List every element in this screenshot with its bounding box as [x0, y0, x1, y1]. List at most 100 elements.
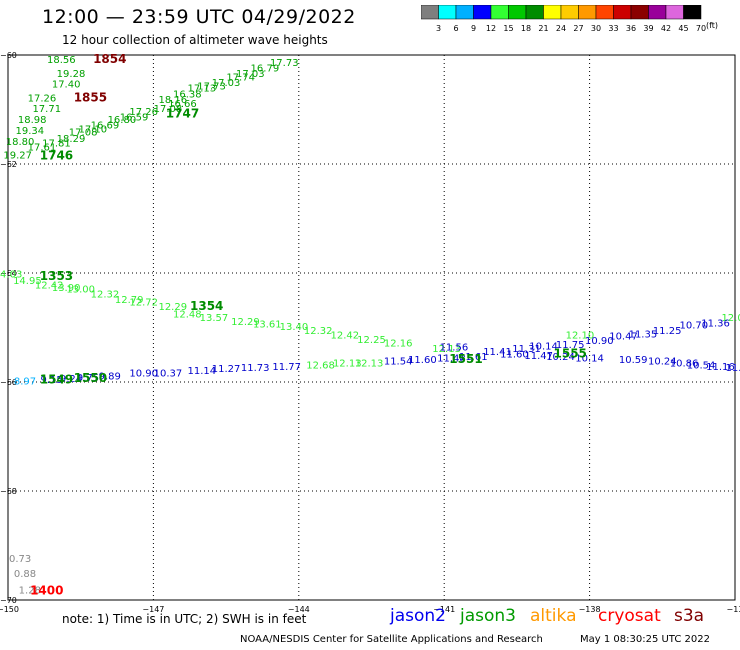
wave-height-label: 9.24 [60, 374, 82, 385]
wave-height-label: 11.73 [241, 363, 270, 374]
wave-height-label: 11.54 [384, 357, 413, 368]
wave-height-label: 11.41 [483, 347, 512, 358]
wave-height-label: 11.48 [437, 353, 466, 364]
wave-height-label: 12.32 [91, 290, 120, 301]
wave-height-label: 12.32 [304, 326, 333, 337]
wave-height-label: 13.90 [52, 283, 81, 294]
wave-height-label: 16.79 [251, 63, 280, 74]
legend-altika: altika [530, 606, 577, 626]
wave-height-label: 10.90 [585, 336, 614, 347]
wave-height-label: 13.61 [253, 320, 282, 331]
wave-height-label: 17.40 [52, 80, 81, 91]
wave-height-label: 16.38 [173, 90, 202, 101]
wave-height-label: 12.25 [357, 335, 386, 346]
pass-time-label: 1354 [190, 299, 223, 313]
generation-timestamp: May 1 08:30:25 UTC 2022 [580, 634, 710, 645]
wave-height-label: 17.10 [78, 124, 107, 135]
wave-height-label: 12.13 [432, 344, 461, 355]
chart-subtitle: 12 hour collection of altimeter wave hei… [62, 33, 328, 47]
y-tick-label: −64 [0, 269, 17, 278]
chart-plot-area: −150 −147 −144 −141 −138 −13 −60 −62 −64 −66 −68 −7… [0, 51, 740, 612]
units-note: note: 1) Time is in UTC; 2) SWH is in fe… [62, 612, 307, 626]
wave-height-label: 17.73 [197, 81, 226, 92]
wave-height-label: 11.56 [440, 342, 469, 353]
wave-height-label: 18.16 [158, 95, 187, 106]
wave-height-label: 11.77 [272, 362, 301, 373]
wave-height-label: 11.35 [629, 329, 658, 340]
wave-height-label: 13.00 [66, 285, 95, 296]
wave-height-label: 11.75 [556, 340, 585, 351]
wave-height-label: 17.73 [270, 58, 299, 69]
pass-time-label: 1549 [40, 373, 73, 387]
pass-time-label: 1854 [93, 52, 126, 66]
x-tick-label: −147 [142, 605, 164, 612]
y-tick-label: −60 [0, 51, 17, 60]
wave-height-label: 11.60 [500, 349, 529, 360]
wave-height-label: 1.28 [19, 585, 41, 596]
wave-height-label: 12.42 [35, 280, 64, 291]
pass-time-label: 1747 [166, 107, 199, 121]
wave-height-label: 10.54 [687, 360, 716, 371]
pass-time-label: 1855 [74, 90, 107, 104]
wave-height-label: 11.25 [653, 326, 682, 337]
wave-height-label: 18.80 [6, 137, 35, 148]
color-scale-bar: 3 6 9 12 15 18 21 24 27 30 33 36 39 42 45 70 [421, 5, 706, 33]
colorbar-label: 70 [696, 24, 706, 33]
wave-height-label: 16.69 [91, 121, 120, 132]
wave-height-label: 10.90 [129, 369, 158, 380]
wave-height-label: 14.03 [0, 269, 22, 280]
wave-height-label: 17.61 [28, 142, 57, 153]
wave-height-label: 10.70 [679, 321, 708, 332]
wave-height-label: 0.88 [14, 569, 36, 580]
pass-time-label: 1400 [30, 584, 63, 598]
legend-cryosat: cryosat [598, 606, 661, 626]
colorbar-label: 36 [626, 24, 636, 33]
wave-height-label: 12.13 [333, 359, 362, 370]
wave-height-label: 18.29 [57, 134, 86, 145]
wave-height-label: 16.66 [168, 99, 197, 110]
wave-height-label: 9.89 [99, 371, 121, 382]
y-tick-label: −70 [0, 596, 17, 605]
pass-time-label: 1746 [40, 149, 73, 163]
x-tick-label: −13 [727, 605, 740, 612]
colorbar-label: 12 [486, 24, 496, 33]
legend-jason2: jason2 [390, 606, 446, 626]
wave-height-label: 17.81 [42, 139, 71, 150]
wave-height-label: 10.59 [619, 355, 648, 366]
x-tick-label: −150 [0, 605, 19, 612]
wave-height-label: 17.03 [236, 69, 265, 80]
wave-height-label: 17.71 [32, 104, 61, 115]
legend-s3a: s3a [674, 606, 705, 626]
colorbar-label: 27 [573, 24, 583, 33]
pass-time-label: 1555 [554, 346, 587, 360]
x-tick-label: −138 [579, 605, 601, 612]
wave-height-label: 12.16 [384, 339, 413, 350]
wave-height-label: 0.73 [9, 554, 31, 565]
wave-height-label: 17.08 [154, 104, 183, 115]
wave-height-label: 11.36 [701, 318, 730, 329]
colorbar-swatch [683, 5, 702, 20]
wave-height-label: 19.34 [15, 126, 44, 137]
wave-height-label: 10.47 [609, 331, 638, 342]
wave-height-label: 12.48 [173, 310, 202, 321]
y-tick-label: −62 [0, 160, 17, 169]
colorbar-label: 42 [661, 24, 671, 33]
color-scale-unit: (ft) [706, 21, 719, 30]
wave-height-label: 18.98 [18, 115, 47, 126]
colorbar-label: 6 [453, 24, 458, 33]
wave-height-label: 10.24 [546, 352, 575, 363]
wave-height-label: 17.13 [188, 84, 217, 95]
x-tick-label: −144 [288, 605, 310, 612]
colorbar-label: 18 [521, 24, 531, 33]
wave-height-label: 17.26 [28, 93, 57, 104]
wave-height-label: 11.14 [188, 366, 217, 377]
wave-height-label: 10.37 [154, 369, 183, 380]
wave-height-label: 12.10 [566, 330, 595, 341]
wave-height-label: 19.27 [3, 151, 32, 162]
wave-height-label: 11.61 [459, 352, 488, 363]
wave-height-label: 12.42 [331, 330, 360, 341]
wave-height-label: 16.59 [120, 112, 149, 123]
plot-frame [7, 54, 736, 601]
wave-height-label: 10.86 [670, 359, 699, 370]
wave-height-label: 12.0 [721, 313, 740, 324]
